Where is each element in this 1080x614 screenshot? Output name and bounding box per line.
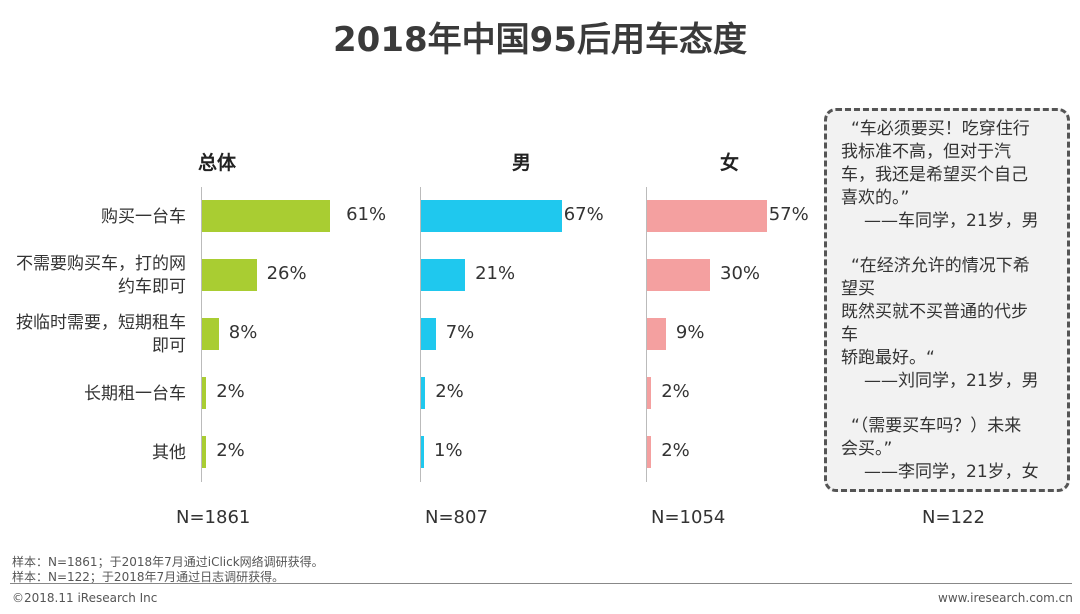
sample-size-label: N=1861	[176, 507, 251, 528]
copyright-text: ©2018.11 iResearch Inc	[12, 591, 158, 605]
bar	[202, 436, 207, 468]
category-axis	[201, 187, 202, 482]
chart-title: 2018年中国95后用车态度	[333, 20, 747, 60]
category-label: 按临时需要，短期租车即可	[0, 312, 186, 358]
quote-line: “（需要买车吗？）未来	[851, 416, 1022, 436]
quote-line: 望买	[841, 279, 875, 299]
category-label-line: 不需要购买车，打的网	[16, 254, 186, 274]
category-label: 长期租一台车	[0, 383, 186, 406]
series-header: 女	[720, 152, 740, 174]
series-header: 男	[512, 152, 532, 174]
quote-line: “车必须要买！吃穿住行	[851, 119, 1030, 139]
bar	[202, 259, 257, 291]
data-label: 2%	[435, 381, 464, 402]
quote-box	[824, 108, 1070, 492]
data-label: 57%	[768, 204, 809, 225]
sample-note-1: 样本：N=1861；于2018年7月通过iClick网络调研获得。	[12, 555, 324, 569]
data-label: 30%	[720, 263, 761, 284]
website-text: www.iresearch.com.cn	[938, 591, 1073, 605]
bar	[421, 436, 424, 468]
bar	[647, 377, 652, 409]
bar	[202, 318, 219, 350]
category-axis	[646, 187, 647, 482]
quote-line: “在经济允许的情况下希	[851, 256, 1030, 276]
bar	[202, 200, 331, 232]
quote-line: 车，我还是希望买个自己	[841, 165, 1028, 185]
data-label: 1%	[434, 440, 463, 461]
category-label-line: 长期租一台车	[84, 383, 186, 404]
data-label: 9%	[675, 322, 705, 343]
series-header: 总体	[198, 152, 237, 174]
sample-size-label: N=807	[425, 507, 488, 528]
category-label-line: 按临时需要，短期租车	[16, 313, 186, 333]
data-label: 8%	[228, 322, 258, 343]
category-label-line: 约车即可	[118, 277, 186, 297]
category-label-line: 即可	[152, 336, 186, 356]
category-label-line: 购买一台车	[101, 206, 186, 227]
sample-note-2: 样本：N=122；于2018年7月通过日志调研获得。	[12, 570, 285, 584]
quote-author: ——李同学，21岁，女	[864, 462, 1039, 482]
data-label: 61%	[346, 204, 387, 225]
footer-divider	[10, 583, 1072, 584]
data-label: 26%	[266, 263, 307, 284]
quote-line: 喜欢的。”	[841, 188, 910, 208]
data-label: 7%	[445, 322, 475, 343]
category-label: 其他	[0, 442, 186, 465]
data-label: 2%	[661, 440, 690, 461]
data-label: 2%	[661, 381, 690, 402]
bar	[421, 377, 426, 409]
data-label: 2%	[216, 440, 245, 461]
category-label: 不需要购买车，打的网约车即可	[0, 253, 186, 299]
quote-author: ——车同学，21岁，男	[864, 211, 1039, 231]
bar	[647, 436, 652, 468]
quote-line: 既然买就不买普通的代步	[841, 302, 1028, 322]
quote-author: ——刘同学，21岁，男	[864, 371, 1039, 391]
data-label: 21%	[475, 263, 516, 284]
bar	[421, 200, 562, 232]
bar	[202, 377, 207, 409]
bar	[421, 318, 436, 350]
bar	[421, 259, 466, 291]
quote-line: 轿跑最好。“	[841, 348, 935, 368]
quote-line: 会买。”	[841, 439, 893, 459]
category-label-line: 其他	[152, 442, 186, 463]
bar	[647, 318, 666, 350]
quote-line: 车	[841, 325, 858, 345]
bar	[647, 259, 710, 291]
quote-sample-size: N=122	[922, 507, 985, 528]
sample-size-label: N=1054	[651, 507, 726, 528]
data-label: 2%	[216, 381, 245, 402]
data-label: 67%	[563, 204, 604, 225]
category-axis	[420, 187, 421, 482]
bar	[647, 200, 767, 232]
quote-line: 我标准不高，但对于汽	[841, 142, 1011, 162]
category-label: 购买一台车	[0, 206, 186, 229]
